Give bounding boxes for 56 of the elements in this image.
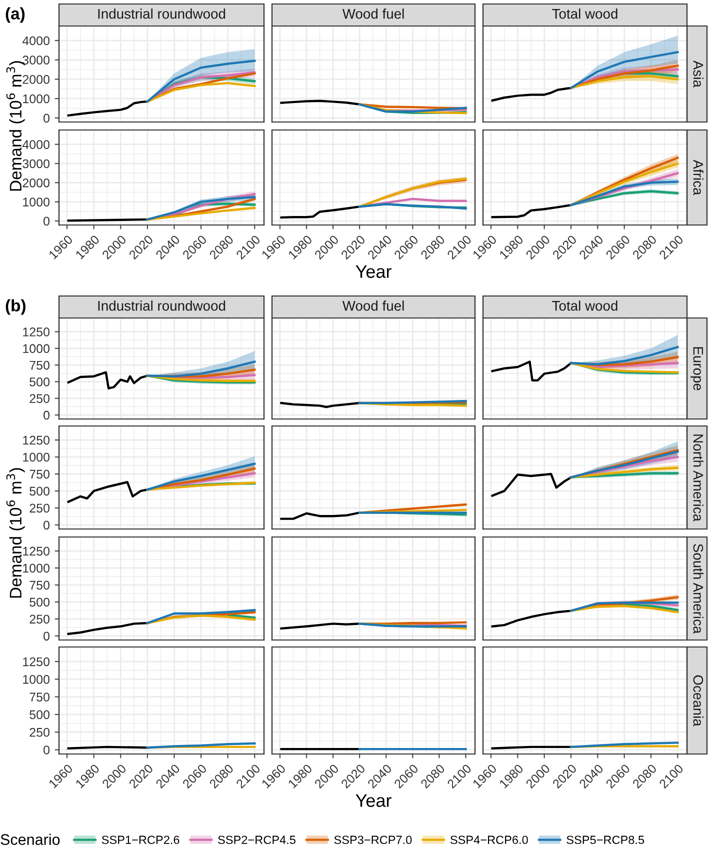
y-tick-label: 0 bbox=[44, 216, 50, 226]
y-tick-label: 250 bbox=[30, 504, 50, 513]
text: (a) bbox=[6, 7, 25, 23]
y-tick-label: 0 bbox=[44, 520, 50, 530]
y-tick-label: 3000 bbox=[22, 159, 50, 168]
chart-title: Wood fuel bbox=[342, 8, 404, 19]
text: Africa bbox=[693, 160, 704, 196]
text: Oceania bbox=[693, 675, 704, 726]
legend-label: SSP1−RCP2.6 bbox=[102, 836, 180, 844]
legend-label: SSP4−RCP6.0 bbox=[450, 836, 528, 844]
y-tick-label: 1250 bbox=[23, 657, 50, 666]
text: Europe bbox=[690, 347, 703, 390]
y-tick-label: 1250 bbox=[23, 546, 50, 556]
chart-title: Total wood bbox=[552, 300, 618, 311]
y-tick-label: 1250 bbox=[23, 436, 50, 445]
y-tick-label: 1000 bbox=[23, 94, 50, 104]
x-axis-title: Year bbox=[356, 794, 392, 807]
y-tick-label: 250 bbox=[30, 728, 50, 737]
y-tick-label: 1250 bbox=[23, 328, 50, 336]
y-tick-label: 3000 bbox=[22, 56, 50, 65]
legend-label: SSP5−RCP8.5 bbox=[566, 836, 644, 844]
y-tick-label: 0 bbox=[44, 746, 50, 754]
y-tick-label: 1000 bbox=[23, 198, 50, 206]
chart-title: Wood fuel bbox=[342, 300, 404, 311]
y-tick-label: 4000 bbox=[22, 36, 50, 46]
y-tick-label: 500 bbox=[30, 377, 50, 386]
y-tick-label: 0 bbox=[44, 632, 50, 641]
y-tick-label: 2000 bbox=[22, 178, 50, 188]
y-tick-label: 1000 bbox=[23, 344, 50, 354]
y-tick-label: 2000 bbox=[22, 75, 50, 84]
y-tick-label: 0 bbox=[44, 114, 50, 123]
y-tick-label: 500 bbox=[30, 486, 50, 496]
text: South America bbox=[693, 544, 704, 634]
chart-title: Industrial roundwood bbox=[98, 8, 226, 19]
text: (b) bbox=[6, 299, 26, 315]
y-tick-label: 250 bbox=[30, 394, 50, 403]
y-tick-label: 250 bbox=[30, 614, 50, 624]
legend-label: SSP3−RCP7.0 bbox=[334, 836, 412, 844]
legend-title: Scenario bbox=[0, 834, 60, 845]
y-tick-label: 500 bbox=[30, 598, 50, 607]
legend-label: SSP2−RCP4.5 bbox=[218, 836, 296, 844]
x-axis-title: Year bbox=[356, 265, 392, 278]
y-tick-label: 750 bbox=[30, 470, 50, 479]
y-tick-label: 1000 bbox=[23, 674, 50, 684]
y-tick-label: 750 bbox=[30, 360, 50, 370]
y-tick-label: 1000 bbox=[23, 452, 50, 462]
y-tick-label: 0 bbox=[44, 410, 50, 420]
chart-title: Total wood bbox=[552, 8, 618, 19]
text: Asia bbox=[693, 60, 704, 88]
y-tick-label: 1000 bbox=[23, 564, 50, 573]
y-tick-label: 750 bbox=[30, 580, 50, 590]
text: North America bbox=[693, 434, 704, 522]
y-tick-label: 750 bbox=[30, 692, 50, 702]
y-tick-label: 500 bbox=[30, 710, 50, 720]
chart-title: Industrial roundwood bbox=[98, 300, 226, 311]
y-tick-label: 4000 bbox=[22, 140, 50, 150]
